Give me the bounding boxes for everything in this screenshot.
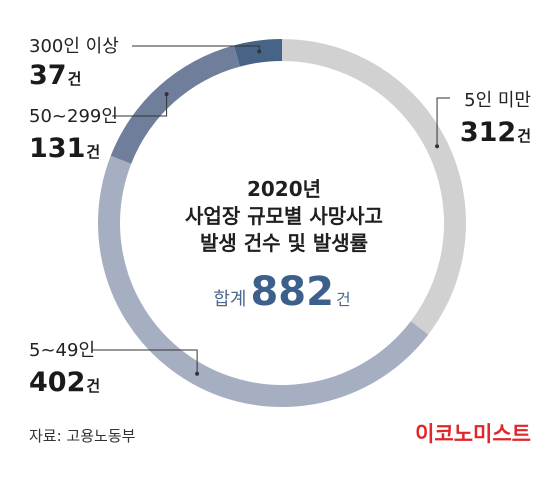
- leader-dot-5-49: [195, 371, 200, 376]
- leader-lines: [92, 45, 450, 376]
- slice-unit-300-plus: 건: [68, 70, 82, 88]
- total-unit: 건: [336, 290, 351, 309]
- chart-title-line-2: 사업장 규모별 사망사고: [185, 204, 383, 228]
- slice-value-row-5-49: 402건: [29, 367, 100, 398]
- slice-value-row-under-5: 312건: [460, 117, 531, 148]
- slice-label-50-299: 50~299인: [29, 106, 118, 127]
- leader-line-5-49: [92, 349, 198, 374]
- chart-title-line-3: 발생 건수 및 발생률: [200, 231, 368, 255]
- donut-slice-under-5: [282, 39, 466, 335]
- slice-value-5-49: 402: [29, 367, 85, 398]
- leader-line-under-5: [436, 97, 450, 147]
- leader-dot-under-5: [435, 144, 440, 149]
- slice-label-under-5: 5인 미만: [464, 90, 531, 111]
- slice-label-300-plus: 300인 이상: [29, 36, 119, 57]
- slice-unit-5-49: 건: [86, 377, 100, 395]
- donut-slice-50-299: [110, 45, 240, 164]
- leader-line-50-299: [112, 94, 168, 117]
- brand-logo: 이코노미스트: [415, 422, 531, 446]
- slice-value-under-5: 312: [460, 117, 516, 148]
- slice-value-row-300-plus: 37건: [29, 60, 81, 91]
- leader-dot-50-299: [164, 92, 169, 97]
- slice-value-300-plus: 37: [29, 60, 67, 91]
- slice-unit-under-5: 건: [517, 127, 531, 145]
- slice-value-50-299: 131: [29, 133, 85, 164]
- total-value: 882: [250, 269, 334, 315]
- slice-label-5-49: 5~49인: [29, 340, 95, 361]
- total-row: 합계 882 건: [213, 269, 350, 315]
- source-note: 자료: 고용노동부: [29, 427, 136, 445]
- leader-dot-300-plus: [257, 49, 262, 54]
- total-prefix: 합계: [213, 289, 246, 310]
- slice-unit-50-299: 건: [86, 143, 100, 161]
- slice-value-row-50-299: 131건: [29, 133, 100, 164]
- chart-title-line-1: 2020년: [247, 177, 321, 201]
